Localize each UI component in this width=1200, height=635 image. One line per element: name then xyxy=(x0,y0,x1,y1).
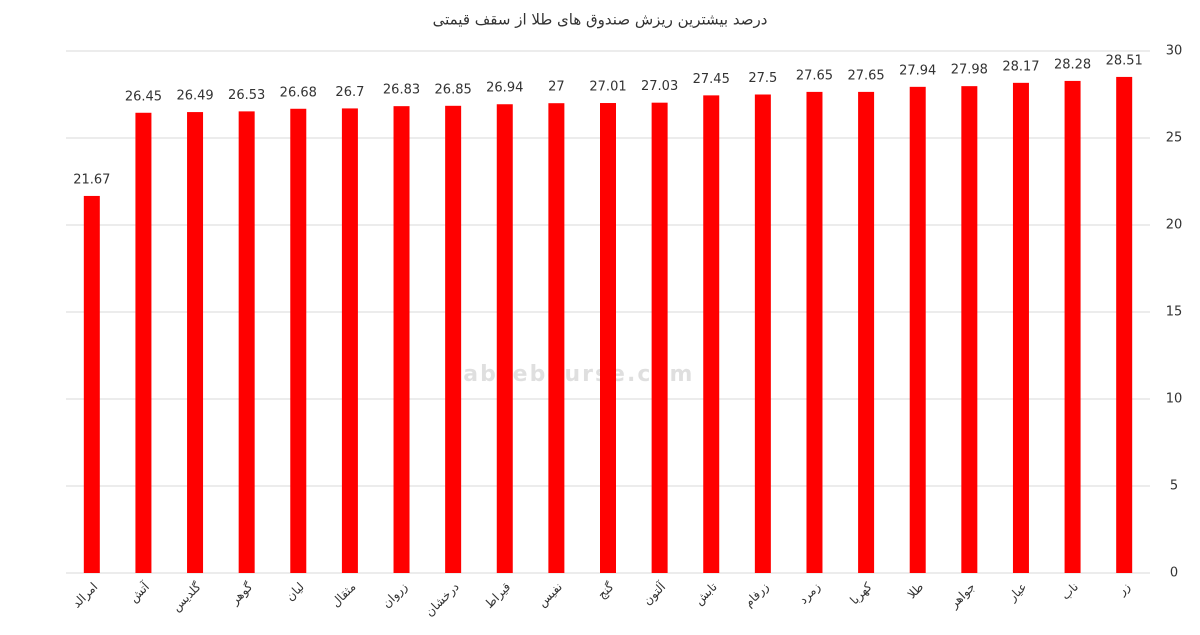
bar xyxy=(651,102,668,573)
value-label: 28.51 xyxy=(1106,53,1143,68)
value-label: 27.03 xyxy=(641,79,678,94)
bar xyxy=(703,95,720,574)
bar xyxy=(909,86,926,574)
value-label: 26.7 xyxy=(335,85,364,100)
y-tick-label: 20 xyxy=(1166,218,1183,233)
value-label: 26.53 xyxy=(228,88,265,103)
bar xyxy=(1012,82,1029,573)
value-label: 27.65 xyxy=(847,68,884,83)
value-label: 21.67 xyxy=(73,172,110,187)
bar xyxy=(290,108,307,573)
bar xyxy=(496,104,513,573)
value-label: 26.45 xyxy=(125,89,162,104)
y-tick-label: 25 xyxy=(1166,131,1183,146)
value-label: 26.83 xyxy=(383,83,420,98)
bar xyxy=(238,111,255,574)
y-tick-label: 30 xyxy=(1166,44,1183,59)
bar xyxy=(1116,76,1133,574)
y-tick-label: 15 xyxy=(1166,305,1183,320)
bar xyxy=(341,108,358,574)
bar xyxy=(806,91,823,573)
chart-title: درصد بیشترین ریزش صندوق های طلا از سقف ق… xyxy=(433,11,768,29)
bar xyxy=(393,106,410,574)
value-label: 28.28 xyxy=(1054,57,1091,72)
value-label: 28.17 xyxy=(1002,59,1039,74)
value-label: 26.68 xyxy=(280,85,317,100)
value-label: 27.45 xyxy=(693,72,730,87)
value-label: 27.94 xyxy=(899,63,936,78)
value-label: 27.01 xyxy=(589,80,626,95)
value-label: 27.65 xyxy=(796,68,833,83)
bar xyxy=(600,103,616,573)
value-label: 26.94 xyxy=(486,81,523,96)
value-label: 27.98 xyxy=(951,63,988,78)
value-label: 27.5 xyxy=(748,71,777,86)
bar xyxy=(961,86,978,573)
bar xyxy=(754,94,771,573)
value-label: 26.85 xyxy=(435,82,472,97)
watermark: nabzebourse.com xyxy=(446,362,695,387)
bar xyxy=(548,103,565,573)
bar xyxy=(1064,80,1081,573)
bar xyxy=(445,105,462,573)
value-label: 26.49 xyxy=(176,89,213,104)
bar xyxy=(858,91,875,573)
bar xyxy=(135,112,152,574)
y-tick-label: 10 xyxy=(1166,392,1183,407)
value-label: 27 xyxy=(548,80,565,95)
y-tick-label: 0 xyxy=(1170,566,1178,581)
bar xyxy=(187,112,204,573)
bar xyxy=(83,195,100,573)
y-tick-label: 5 xyxy=(1170,479,1178,494)
